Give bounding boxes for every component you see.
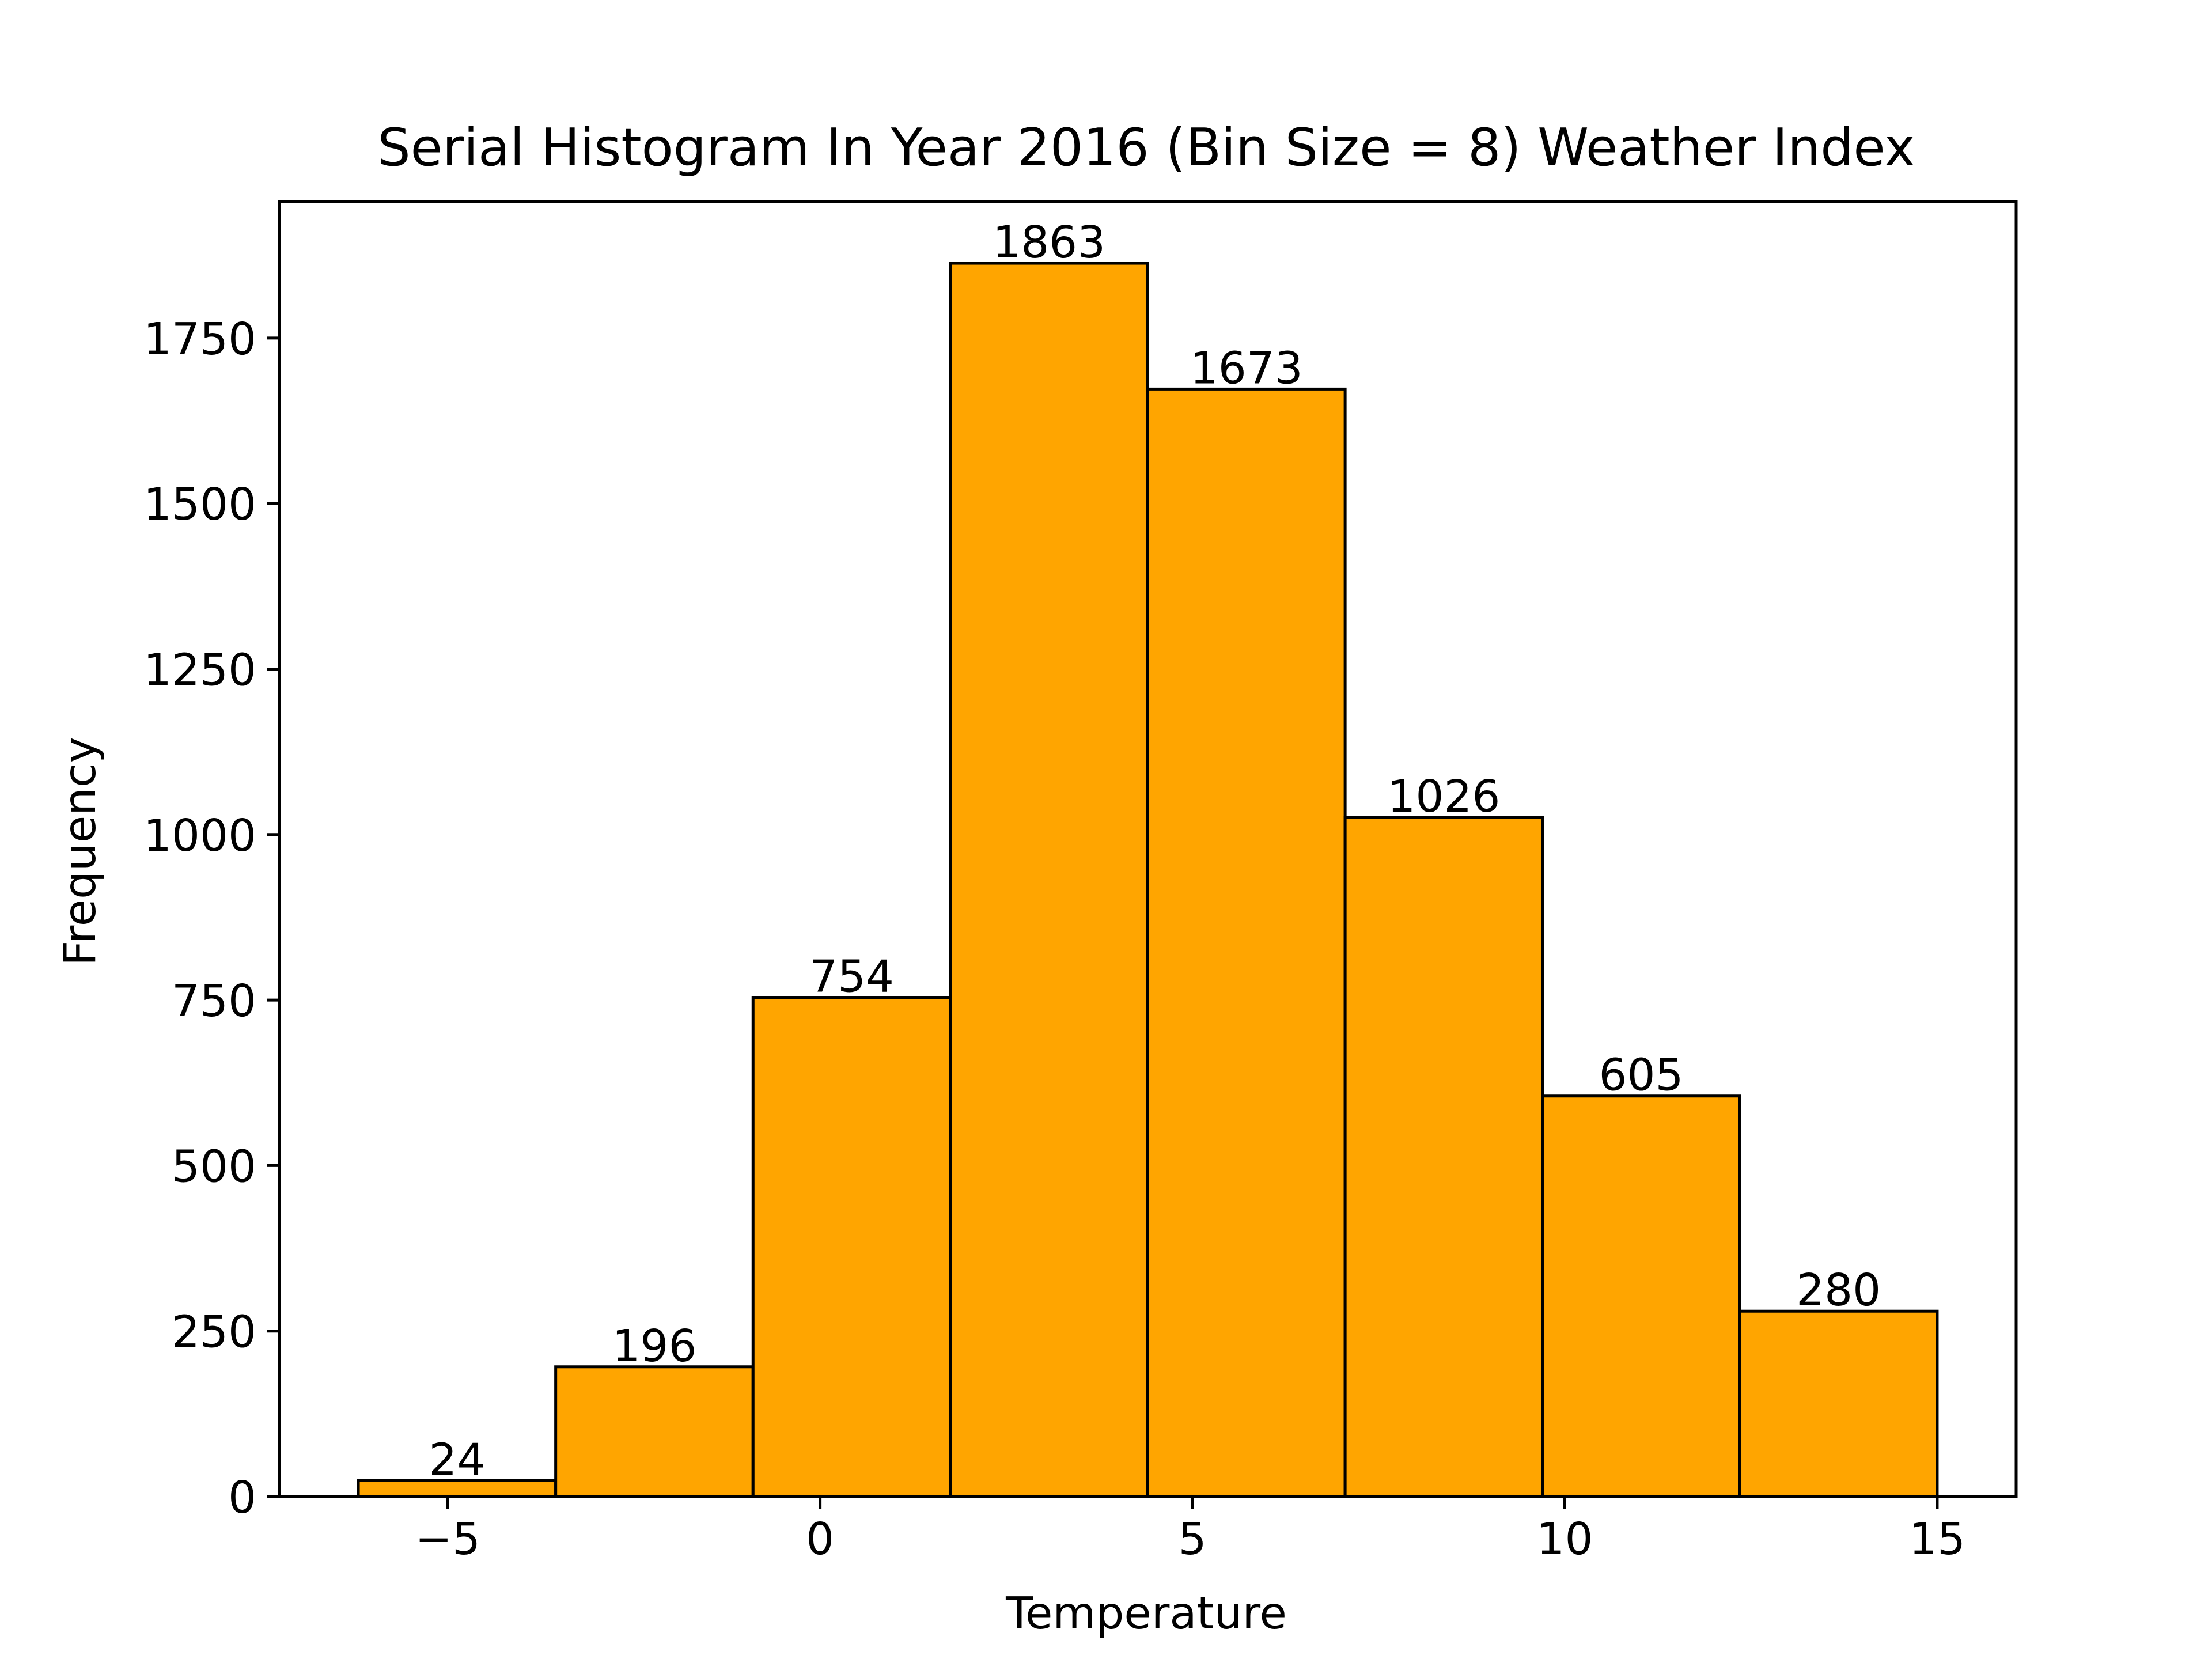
x-axis-label: Temperature [1005,1588,1287,1639]
plot-frame [278,200,2018,1498]
y-tick-label: 750 [172,976,256,1027]
histogram-bar [554,1365,755,1498]
x-tick-label: −5 [415,1514,480,1565]
histogram-bar [1343,816,1544,1498]
histogram-bar [1541,1094,1741,1498]
bar-value-label: 1863 [993,217,1105,268]
histogram-bar [751,996,952,1498]
data-labels-group: 24 196 754 1863 1673 1026 605 280 [429,217,1881,1486]
bar-value-label: 24 [429,1434,485,1486]
bar-value-label: 754 [809,952,894,1003]
bar-value-label: 280 [1796,1265,1881,1316]
bar-value-label: 605 [1599,1050,1684,1101]
y-tick-label: 1000 [143,810,256,862]
y-tick-label: 1500 [143,479,256,531]
x-tick-label: 0 [806,1514,834,1565]
y-axis-label: Frequency [55,737,106,966]
x-tick-label: 15 [1909,1514,1965,1565]
bar-value-label: 196 [612,1321,696,1372]
bar-value-label: 1026 [1387,771,1500,823]
bar-value-label: 1673 [1190,343,1303,394]
y-axis-ticks: 0 250 500 750 1000 1250 1500 1750 [143,314,279,1524]
histogram-bar [949,262,1149,1498]
y-tick-label: 250 [172,1307,256,1358]
y-tick-label: 1250 [143,645,256,696]
y-tick-label: 0 [228,1472,256,1524]
bars-group [357,262,1939,1498]
x-axis-ticks: −5 0 5 10 15 [415,1497,1965,1565]
x-tick-label: 5 [1179,1514,1207,1565]
y-tick-label: 500 [172,1141,256,1192]
histogram-bar [1738,1309,1939,1498]
chart-title: Serial Histogram In Year 2016 (Bin Size … [378,118,1915,178]
x-tick-label: 10 [1537,1514,1593,1565]
y-tick-label: 1750 [143,314,256,365]
histogram-bar [1146,387,1347,1498]
